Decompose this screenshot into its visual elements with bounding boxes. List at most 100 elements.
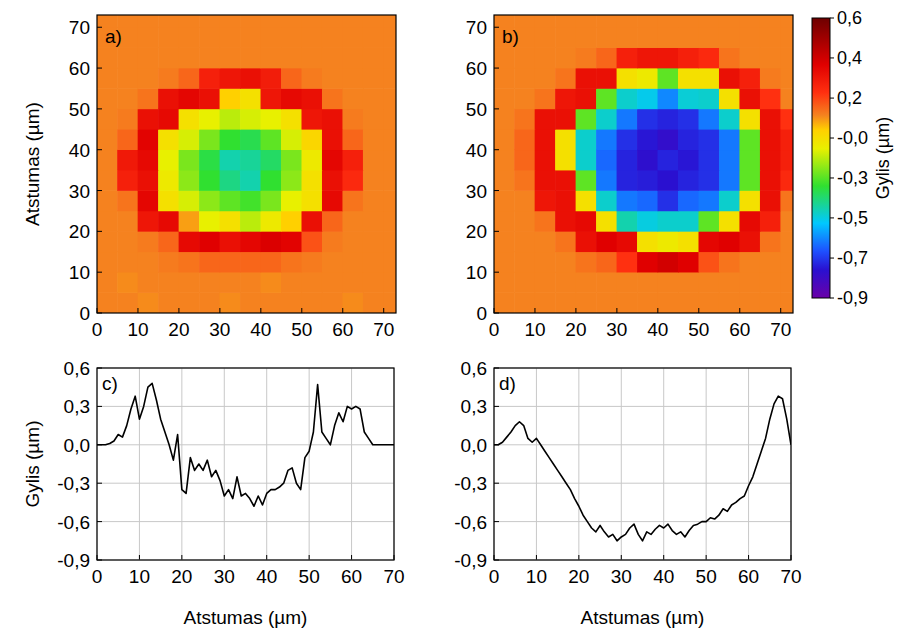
cell — [301, 272, 322, 293]
cell — [555, 292, 576, 313]
cell — [342, 170, 363, 191]
cell — [179, 47, 200, 68]
cell — [494, 211, 515, 232]
cell — [322, 88, 343, 109]
plot-frame — [494, 368, 791, 560]
cell — [301, 211, 322, 232]
cell — [535, 251, 556, 272]
cell — [383, 292, 396, 313]
cell — [494, 272, 515, 293]
cell — [342, 15, 363, 28]
cell — [199, 272, 220, 293]
cell — [281, 129, 302, 150]
cell — [261, 88, 282, 109]
cell — [240, 251, 261, 272]
panel-letter: b) — [502, 26, 519, 47]
tick-label: -0,0 — [837, 128, 868, 148]
tick-mark — [494, 27, 499, 28]
tick-mark — [494, 406, 499, 407]
cell — [760, 149, 781, 170]
cell — [494, 47, 515, 68]
cell — [158, 47, 179, 68]
cell — [617, 170, 638, 191]
cell — [617, 15, 638, 28]
cell — [117, 129, 138, 150]
cell — [637, 251, 658, 272]
tick-mark — [830, 138, 834, 139]
tick-mark — [309, 555, 310, 560]
cell — [138, 47, 159, 68]
cell — [514, 149, 535, 170]
cell — [535, 88, 556, 109]
panel-letter: c) — [102, 373, 118, 394]
cell — [199, 129, 220, 150]
cell — [514, 272, 535, 293]
plot-frame — [97, 368, 394, 560]
cell — [760, 251, 781, 272]
cell — [322, 251, 343, 272]
cell — [780, 27, 793, 48]
cell — [261, 190, 282, 211]
cell — [617, 292, 638, 313]
cell — [555, 231, 576, 252]
cell — [383, 47, 396, 68]
heatmap-panel: 010203040506070010203040506070b) — [466, 7, 802, 340]
cell — [719, 15, 740, 28]
cell — [576, 68, 597, 89]
tick-label: 0 — [92, 319, 103, 340]
cell — [698, 231, 719, 252]
cell — [678, 68, 699, 89]
tick-label: 20 — [568, 566, 589, 587]
cell — [698, 109, 719, 130]
grid-line — [494, 521, 791, 522]
cell — [596, 211, 617, 232]
grid-line — [621, 368, 622, 560]
tick-mark — [830, 217, 834, 218]
cell — [596, 109, 617, 130]
cell — [535, 190, 556, 211]
tick-label: 70 — [466, 17, 487, 38]
cell — [179, 231, 200, 252]
cell — [596, 88, 617, 109]
tick-label: 70 — [69, 17, 90, 38]
cell — [199, 88, 220, 109]
grid-line — [224, 368, 225, 560]
cell — [617, 47, 638, 68]
cell — [261, 149, 282, 170]
cell — [719, 170, 740, 191]
cell — [281, 272, 302, 293]
grid-line — [578, 368, 579, 560]
grid-line — [309, 368, 310, 560]
cell — [514, 251, 535, 272]
tick-label: 70 — [383, 566, 404, 587]
cell — [322, 170, 343, 191]
grid-line — [266, 368, 267, 560]
cell — [514, 47, 535, 68]
cell — [179, 109, 200, 130]
cell — [261, 68, 282, 89]
cell — [719, 231, 740, 252]
cell — [698, 129, 719, 150]
cell — [383, 272, 396, 293]
cell — [301, 149, 322, 170]
tick-mark — [97, 483, 102, 484]
cell — [760, 68, 781, 89]
cell — [596, 170, 617, 191]
tick-label: -0,3 — [454, 473, 487, 494]
cell — [240, 129, 261, 150]
tick-label: 60 — [729, 319, 750, 340]
cell — [383, 68, 396, 89]
cell — [240, 190, 261, 211]
tick-label: 70 — [780, 566, 801, 587]
tick-mark — [97, 149, 102, 150]
cell — [780, 292, 793, 313]
cell — [97, 129, 118, 150]
cell — [739, 292, 760, 313]
tick-mark — [698, 308, 699, 313]
cell — [342, 272, 363, 293]
cell — [739, 272, 760, 293]
cell — [617, 109, 638, 130]
cell — [383, 251, 396, 272]
cell — [158, 211, 179, 232]
cell — [698, 292, 719, 313]
